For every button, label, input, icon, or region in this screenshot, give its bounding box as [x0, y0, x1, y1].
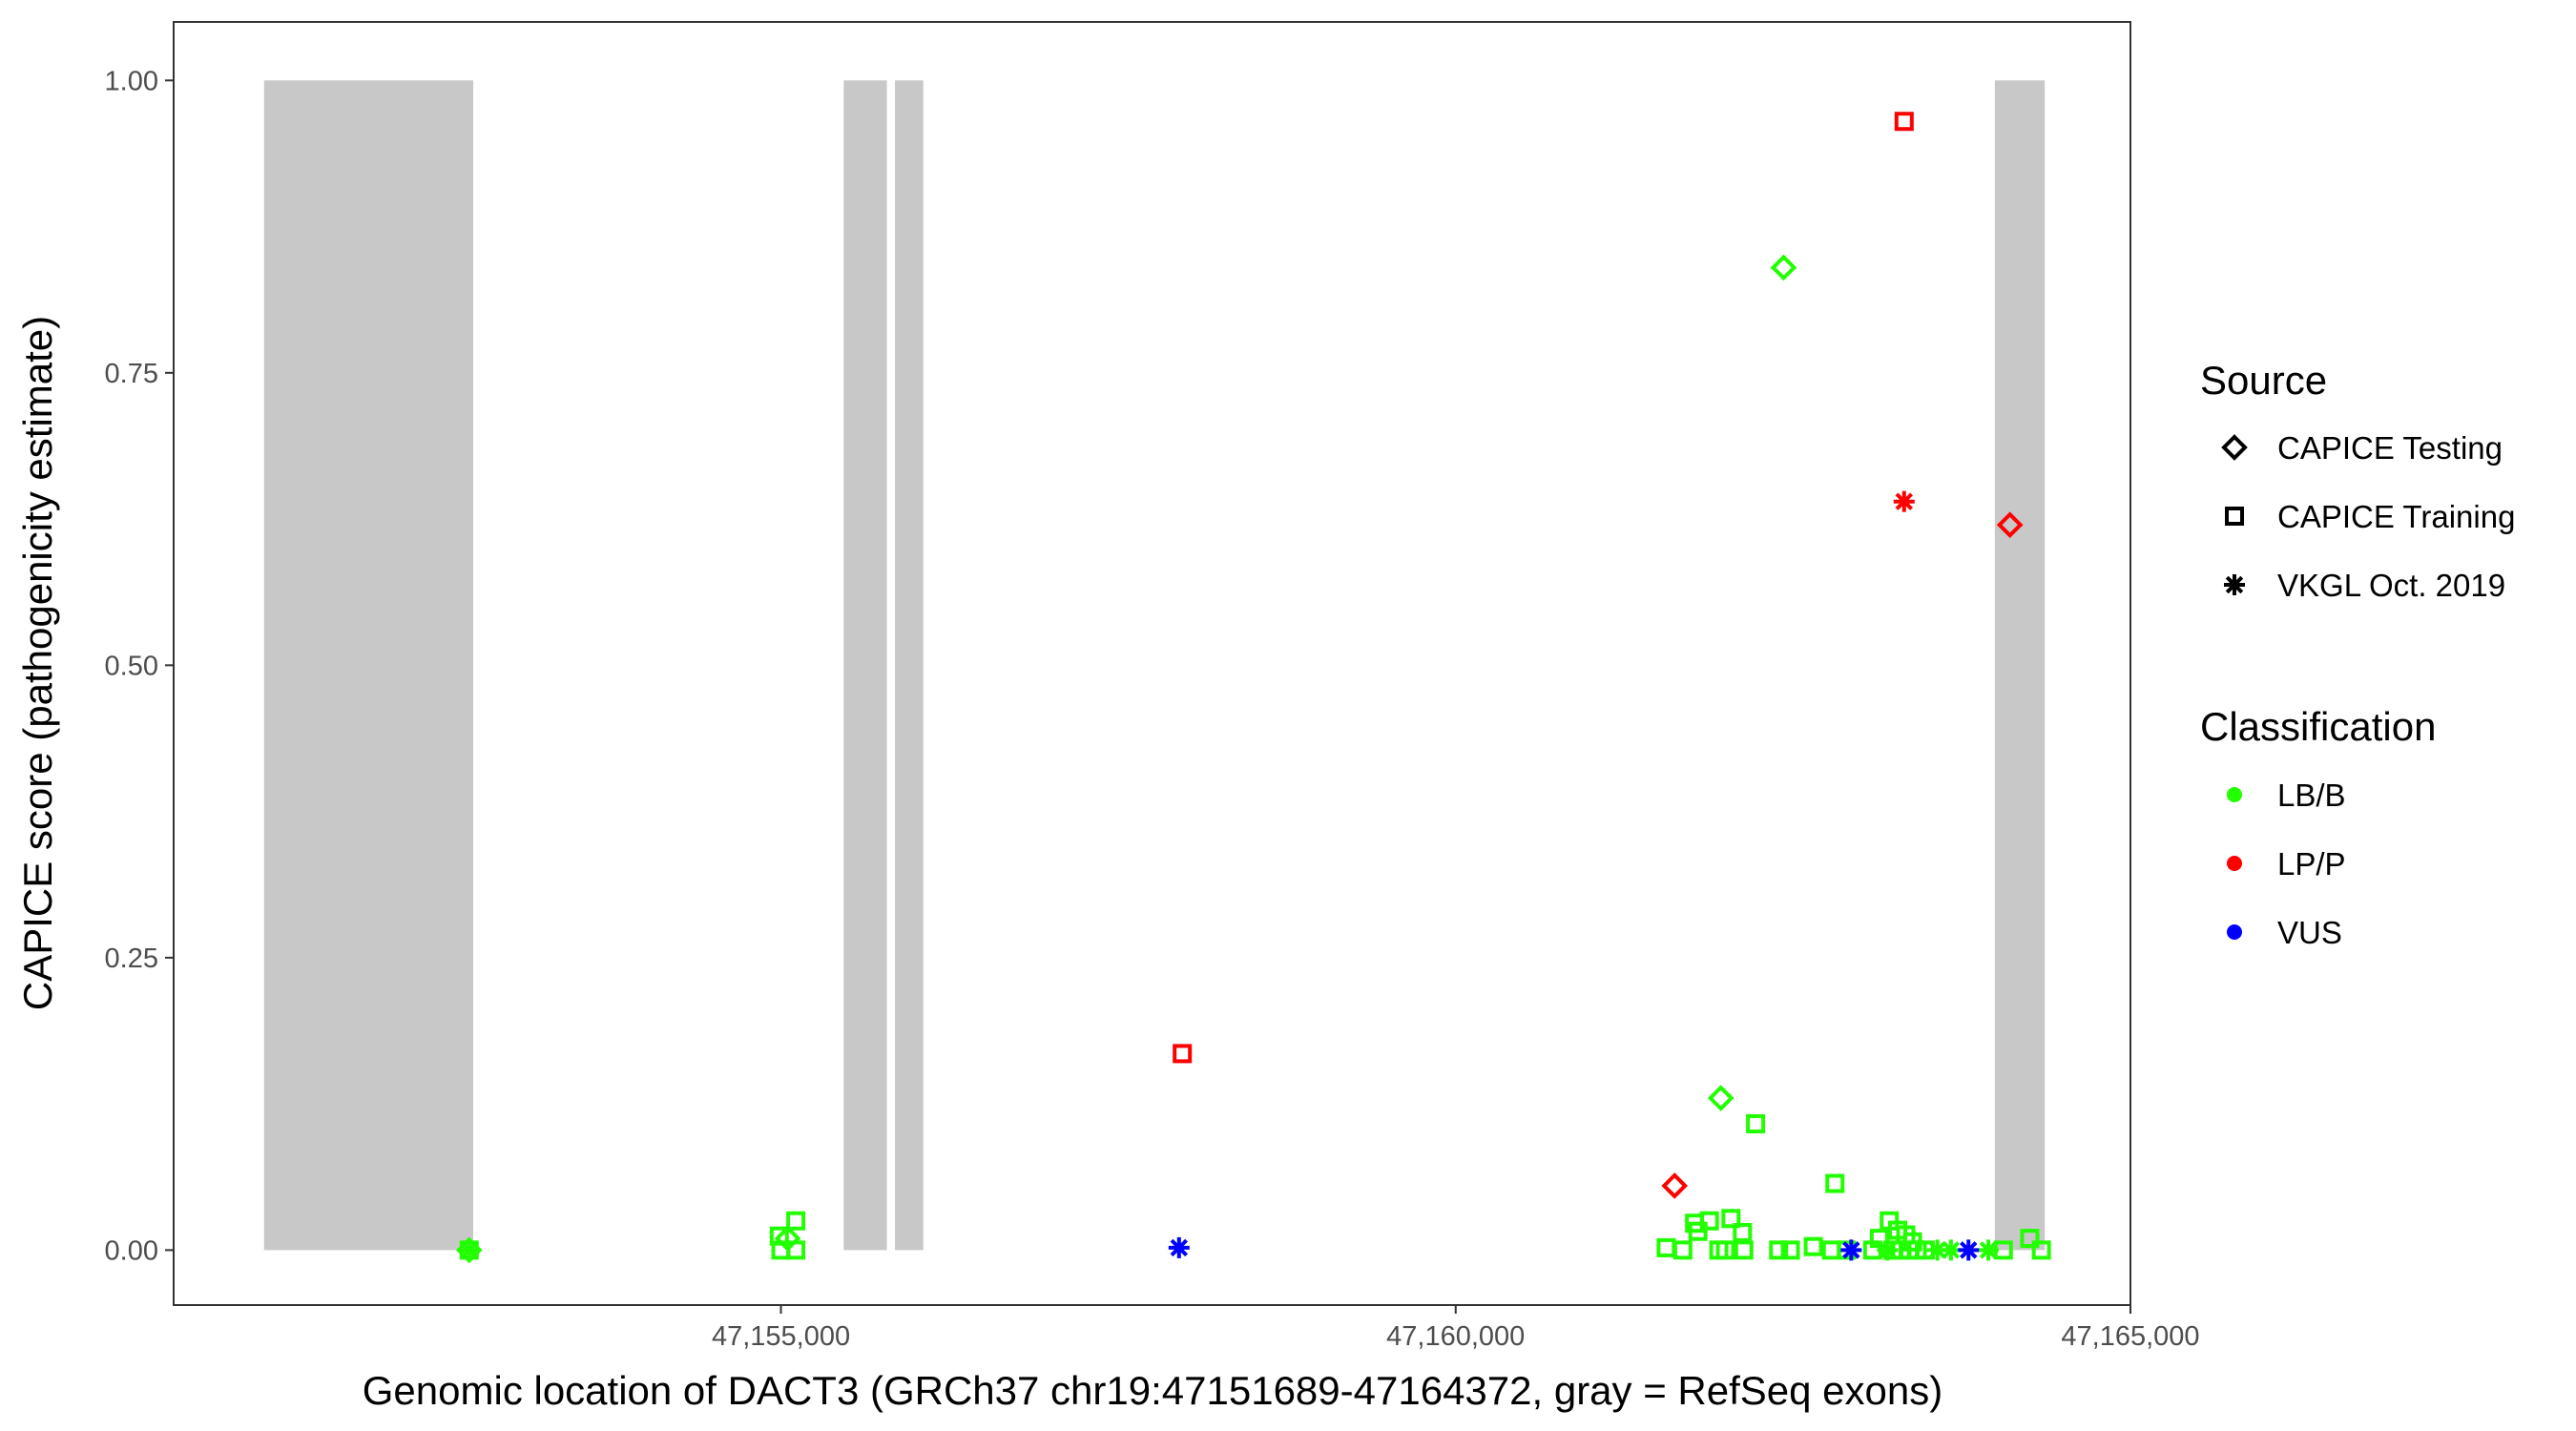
legend: Source CAPICE Testing CAPICE Training VKGL… [2200, 358, 2515, 950]
data-point-square [1869, 1229, 1889, 1249]
data-points [455, 112, 2051, 1264]
x-tick-label: 47,165,000 [2061, 1321, 2199, 1352]
legend-class-label: LP/P [2277, 846, 2346, 881]
data-point-square [1699, 1211, 1719, 1231]
data-point-square [1688, 1221, 1708, 1241]
legend-source-label: CAPICE Training [2277, 499, 2515, 534]
data-point-asterisk [1168, 1236, 1190, 1258]
data-point-asterisk [1978, 1239, 2000, 1261]
data-point-asterisk [1877, 1239, 1899, 1261]
data-point-asterisk [1893, 490, 1915, 512]
y-tick-label: 0.75 [105, 359, 158, 389]
legend-classification-title: Classification [2200, 704, 2436, 749]
data-point-square [1733, 1222, 1753, 1242]
data-point-asterisk [1940, 1239, 1962, 1261]
legend-class-label: VUS [2277, 915, 2342, 950]
legend-dot-icon [2227, 856, 2242, 871]
data-point-square [1721, 1209, 1741, 1229]
data-point-diamond [1661, 1172, 1689, 1199]
legend-source-label: CAPICE Testing [2277, 430, 2503, 466]
exon-regions [263, 80, 2046, 1251]
data-point-asterisk [1840, 1239, 1862, 1261]
data-point-diamond [1996, 511, 2024, 539]
data-point-asterisk [458, 1239, 480, 1261]
data-point-square [1746, 1113, 1766, 1133]
x-axis-title: Genomic location of DACT3 (GRCh37 chr19:… [363, 1368, 1942, 1413]
legend-asterisk-icon [2224, 574, 2245, 595]
data-point-square [1672, 1240, 1693, 1260]
data-point-asterisk [1958, 1239, 1980, 1261]
x-axis: 47,155,000 47,160,000 47,165,000 [712, 1305, 2200, 1352]
y-axis-title: CAPICE score (pathogenicity estimate) [15, 316, 60, 1010]
data-point-square [1715, 1240, 1735, 1260]
data-point-square [2020, 1229, 2040, 1249]
legend-dot-icon [2227, 924, 2242, 940]
data-point-square [1825, 1173, 1845, 1193]
exon-rect [263, 80, 474, 1251]
x-tick-label: 47,155,000 [712, 1321, 850, 1352]
y-tick-label: 0.25 [105, 944, 158, 974]
data-point-square [2031, 1240, 2051, 1260]
data-point-diamond [1707, 1085, 1735, 1111]
data-point-square [1656, 1237, 1676, 1257]
exon-rect [895, 80, 924, 1251]
x-tick-label: 47,160,000 [1386, 1321, 1525, 1352]
legend-source-label: VKGL Oct. 2019 [2277, 568, 2505, 603]
exon-rect [843, 80, 887, 1251]
y-axis: 0.00 0.25 0.50 0.75 1.00 [105, 66, 174, 1266]
data-point-diamond [774, 1225, 801, 1252]
data-point-square [1769, 1240, 1789, 1260]
legend-class-label: LB/B [2277, 778, 2346, 813]
legend-diamond-icon [2221, 434, 2248, 461]
y-tick-label: 0.50 [105, 651, 158, 681]
data-point-square [1894, 112, 1914, 132]
data-point-diamond [1770, 254, 1797, 281]
exon-rect [1994, 80, 2046, 1251]
data-point-square [1780, 1240, 1800, 1260]
y-tick-label: 0.00 [105, 1235, 158, 1266]
data-point-square [786, 1211, 806, 1231]
data-point-square [1173, 1044, 1193, 1064]
plot-panel-border [173, 21, 2131, 1306]
y-tick-label: 1.00 [105, 66, 158, 96]
data-point-square [1803, 1236, 1823, 1256]
legend-dot-icon [2227, 787, 2242, 802]
data-point-square [1734, 1240, 1754, 1260]
legend-square-icon [2225, 507, 2244, 526]
legend-source-title: Source [2200, 358, 2327, 403]
